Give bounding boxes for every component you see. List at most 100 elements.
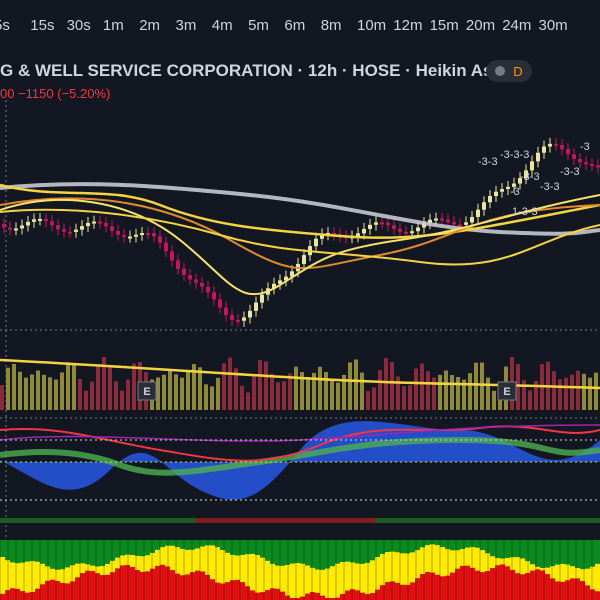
volume-bar — [132, 363, 136, 410]
timeframe[interactable]: 12m — [393, 17, 422, 34]
heat-yellow — [340, 562, 345, 600]
candle — [38, 219, 42, 222]
heat-red — [385, 582, 390, 600]
volume-bar — [270, 373, 274, 410]
heat-yellow — [25, 561, 30, 600]
heat-red — [70, 581, 75, 600]
volume-bar — [450, 375, 454, 410]
timeframe[interactable]: 5s — [0, 17, 10, 34]
heat-red — [590, 589, 595, 600]
heat-red — [150, 568, 155, 600]
heat-yellow — [225, 552, 230, 600]
heat-red — [360, 592, 365, 600]
heat-red — [490, 568, 495, 600]
timeframe[interactable]: 20m — [466, 17, 495, 34]
annotations: -3-3-3-3-3-3-3-3 -3-31-3-3-3-3-3 — [478, 141, 590, 218]
volume-bar — [576, 370, 580, 410]
heat-red — [145, 571, 150, 600]
heat-red — [50, 579, 55, 600]
volume-bar — [174, 374, 178, 410]
candle — [536, 152, 540, 162]
volume-bar — [6, 367, 10, 410]
volume-bar — [366, 390, 370, 410]
heat-yellow — [255, 555, 260, 600]
candle — [542, 146, 546, 153]
timeframe[interactable]: 5m — [248, 17, 269, 34]
candle — [566, 149, 570, 155]
candle — [290, 271, 294, 277]
volume-bar — [162, 374, 166, 410]
volume-bar — [348, 362, 352, 410]
candle — [236, 319, 240, 322]
heat-red — [515, 573, 520, 600]
heat-red — [165, 566, 170, 600]
volume-bar — [222, 363, 226, 410]
heat-red — [320, 595, 325, 600]
volume-bar — [186, 372, 190, 410]
heat-red — [555, 581, 560, 600]
timeframe[interactable]: 30s — [67, 17, 91, 34]
volume-bar — [432, 377, 436, 410]
candle — [530, 161, 534, 171]
volume-bar — [522, 380, 526, 410]
candle — [422, 223, 426, 228]
candle — [248, 310, 252, 318]
candle — [548, 143, 552, 147]
heat-red — [285, 595, 290, 600]
heat-red — [365, 594, 370, 600]
timeframe[interactable]: 15m — [430, 17, 459, 34]
candle — [416, 227, 420, 232]
heat-yellow — [430, 544, 435, 600]
heat-red — [575, 578, 580, 600]
heat-red — [430, 572, 435, 600]
timeframe[interactable]: 1m — [103, 17, 124, 34]
candle — [464, 222, 468, 225]
timeframe[interactable]: 6m — [284, 17, 305, 34]
timeframe[interactable]: 2m — [139, 17, 160, 34]
heat-red — [480, 572, 485, 600]
volume-bar — [558, 379, 562, 410]
candle — [206, 286, 210, 293]
heat-yellow — [445, 549, 450, 600]
volume-bar — [42, 374, 46, 410]
heat-yellow — [175, 547, 180, 600]
timeframe[interactable]: 30m — [539, 17, 568, 34]
heat-yellow — [0, 557, 5, 600]
timeframe[interactable]: 24m — [502, 17, 531, 34]
candle — [212, 292, 216, 300]
volume-bar — [78, 378, 82, 410]
volume-bar — [426, 371, 430, 410]
timeframe[interactable]: 8m — [321, 17, 342, 34]
candle — [458, 224, 462, 227]
heat-yellow — [415, 550, 420, 600]
badge-dot — [495, 66, 505, 76]
heat-yellow — [330, 566, 335, 600]
heatmap — [0, 540, 600, 600]
heat-red — [85, 570, 90, 600]
timeframe[interactable]: 15s — [30, 17, 54, 34]
volume-bar — [396, 376, 400, 410]
ma-white — [0, 182, 600, 236]
timeframe[interactable]: 3m — [176, 17, 197, 34]
heat-red — [340, 594, 345, 600]
heat-red — [595, 591, 600, 600]
timeframe[interactable]: 4m — [212, 17, 233, 34]
heat-yellow — [385, 552, 390, 600]
candle — [188, 274, 192, 280]
heat-red — [180, 575, 185, 600]
candle — [446, 219, 450, 223]
candle — [410, 231, 414, 234]
heat-red — [95, 573, 100, 600]
heat-red — [535, 569, 540, 600]
heat-yellow — [240, 555, 245, 600]
volume-bar — [36, 370, 40, 410]
heat-red — [580, 581, 585, 600]
candle — [62, 229, 66, 232]
heat-yellow — [355, 563, 360, 600]
candle — [68, 231, 72, 234]
volume-bar — [534, 380, 538, 410]
heat-red — [260, 592, 265, 600]
volume-bar — [438, 374, 442, 410]
timeframe[interactable]: 10m — [357, 17, 386, 34]
